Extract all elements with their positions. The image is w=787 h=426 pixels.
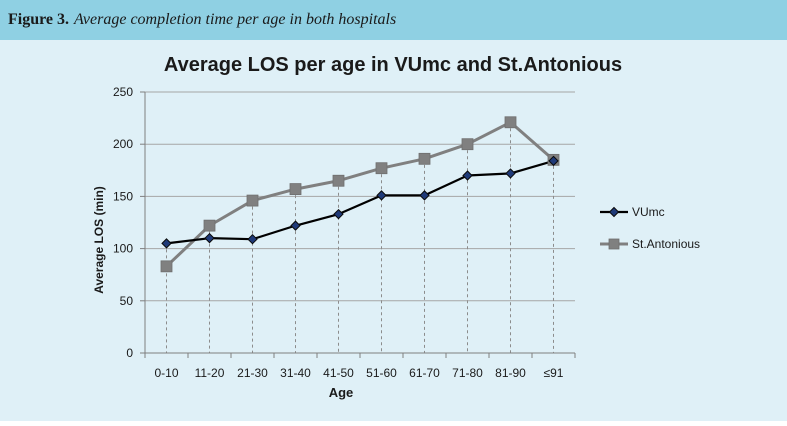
- y-tick-label: 100: [113, 242, 133, 256]
- x-tick-label: 0-10: [154, 366, 178, 380]
- data-point: [247, 233, 258, 245]
- data-point: [333, 208, 344, 220]
- data-point: [504, 116, 517, 129]
- x-tick-label: 21-30: [237, 366, 268, 380]
- data-point: [375, 162, 388, 175]
- figure-caption: Figure 3. Average completion time per ag…: [0, 0, 787, 40]
- data-point: [203, 219, 216, 232]
- data-point: [419, 190, 430, 201]
- legend-label: VUmc: [632, 205, 665, 219]
- figure-caption-text: Average completion time per age in both …: [74, 11, 397, 28]
- legend-marker: [608, 238, 620, 250]
- legend-marker: [608, 206, 620, 218]
- series-line: [165, 120, 555, 268]
- x-tick-label: ≤91: [544, 366, 564, 380]
- data-point: [204, 232, 215, 244]
- data-point: [290, 220, 301, 231]
- data-point: [376, 190, 387, 201]
- data-point: [505, 168, 516, 179]
- legend-label: St.Antonious: [632, 237, 700, 251]
- figure-caption-label: Figure 3.: [8, 11, 70, 28]
- data-point: [461, 138, 474, 151]
- y-tick-label: 250: [113, 85, 133, 99]
- data-point: [161, 238, 172, 249]
- x-tick-label: 11-20: [195, 366, 225, 380]
- x-axis-label: Age: [329, 385, 354, 400]
- data-point: [332, 174, 345, 187]
- y-tick-label: 0: [126, 346, 133, 360]
- chart-title: Average LOS per age in VUmc and St.Anton…: [164, 54, 622, 76]
- data-point: [289, 183, 302, 195]
- chart-area: Average LOS per age in VUmc and St.Anton…: [0, 40, 787, 421]
- x-tick-label: 71-80: [452, 366, 483, 380]
- y-tick-label: 50: [120, 294, 134, 308]
- data-point: [462, 170, 473, 181]
- x-tick-label: 61-70: [409, 366, 440, 380]
- line-chart: Average LOS per age in VUmc and St.Anton…: [92, 54, 700, 400]
- x-tick-label: 81-90: [495, 366, 526, 380]
- x-tick-label: 31-40: [280, 366, 311, 380]
- data-point: [418, 152, 431, 165]
- y-axis-label: Average LOS (min): [92, 186, 106, 294]
- x-tick-label: 41-50: [323, 366, 354, 380]
- x-tick-label: 51-60: [366, 366, 397, 380]
- y-tick-label: 150: [113, 189, 133, 203]
- data-point: [246, 194, 259, 207]
- data-point: [548, 155, 559, 167]
- series-line: [166, 159, 554, 245]
- data-point: [160, 260, 173, 273]
- y-tick-label: 200: [113, 137, 133, 151]
